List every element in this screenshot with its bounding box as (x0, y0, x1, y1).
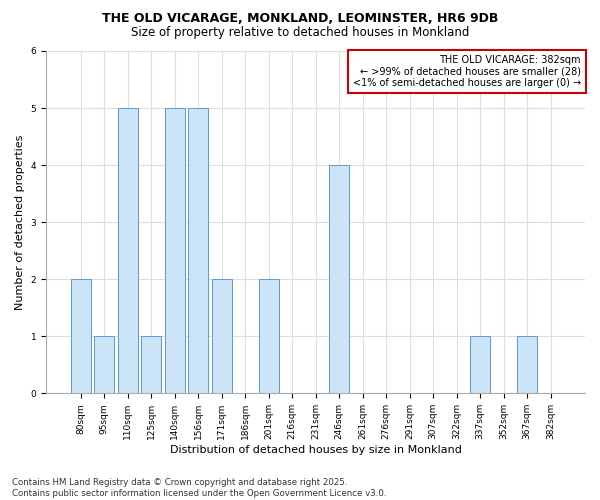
Bar (188, 108, 208, 394)
Text: Contains HM Land Registry data © Crown copyright and database right 2025.
Contai: Contains HM Land Registry data © Crown c… (12, 478, 386, 498)
Bar (329, 165, 349, 394)
Bar (164, 108, 185, 394)
Bar (71, 279, 91, 394)
Title: THE OLD VICARAGE, MONKLAND, LEOMINSTER, HR6 9DB
Size of property relative to det: THE OLD VICARAGE, MONKLAND, LEOMINSTER, … (0, 499, 1, 500)
Bar (118, 108, 137, 394)
Bar (94, 336, 114, 394)
Bar (517, 336, 537, 394)
Text: Size of property relative to detached houses in Monkland: Size of property relative to detached ho… (131, 26, 469, 39)
Y-axis label: Number of detached properties: Number of detached properties (15, 134, 25, 310)
X-axis label: Distribution of detached houses by size in Monkland: Distribution of detached houses by size … (170, 445, 461, 455)
Bar (141, 336, 161, 394)
Bar (259, 279, 278, 394)
Bar (470, 336, 490, 394)
Text: THE OLD VICARAGE: 382sqm
← >99% of detached houses are smaller (28)
<1% of semi-: THE OLD VICARAGE: 382sqm ← >99% of detac… (353, 55, 581, 88)
Text: THE OLD VICARAGE, MONKLAND, LEOMINSTER, HR6 9DB: THE OLD VICARAGE, MONKLAND, LEOMINSTER, … (102, 12, 498, 26)
Bar (212, 279, 232, 394)
